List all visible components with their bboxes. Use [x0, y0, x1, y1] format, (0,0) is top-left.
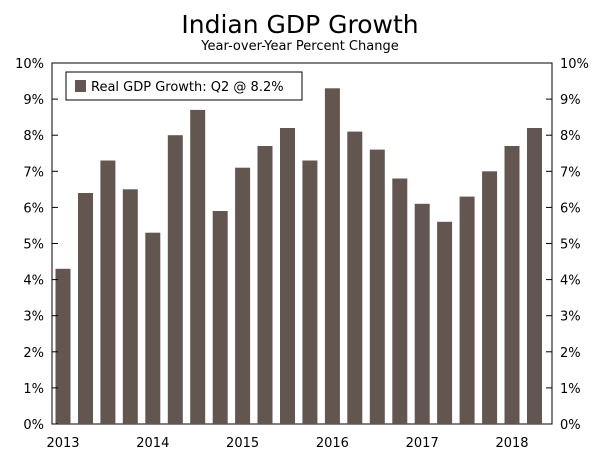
bar-2015-q3 [280, 128, 295, 424]
y-tick-label-left: 6% [23, 201, 44, 216]
y-tick-label-left: 0% [23, 418, 44, 433]
y-tick-label-left: 10% [15, 57, 44, 72]
bar-2014-q4 [212, 211, 228, 424]
bar-2013-q4 [122, 189, 138, 424]
y-tick-label-left: 2% [23, 346, 44, 361]
bar-2014-q3 [190, 109, 206, 425]
y-tick-label-left: 4% [23, 274, 44, 289]
y-tick-label-right: 8% [560, 129, 581, 144]
x-tick-label: 2015 [226, 436, 259, 451]
bar-2014-q2 [167, 135, 183, 424]
bar-2018-q2 [527, 128, 542, 424]
y-tick-label-right: 10% [560, 57, 589, 72]
bar-2013-q1 [55, 268, 71, 424]
bar-2014-q1 [145, 232, 161, 424]
y-tick-label-right: 6% [560, 201, 581, 216]
y-tick-label-right: 1% [560, 382, 581, 397]
bar-2017-q1 [414, 203, 430, 424]
bar-2016-q4 [392, 178, 408, 424]
x-tick-label: 2017 [406, 436, 439, 451]
legend-label: Real GDP Growth: Q2 @ 8.2% [91, 80, 284, 95]
x-tick-label: 2013 [46, 436, 79, 451]
bar-2013-q2 [78, 193, 93, 424]
x-tick-label: 2014 [136, 436, 169, 451]
y-tick-label-left: 8% [23, 129, 44, 144]
legend: Real GDP Growth: Q2 @ 8.2% [65, 71, 303, 101]
y-tick-label-right: 4% [560, 274, 581, 289]
y-tick-label-left: 1% [23, 382, 44, 397]
legend-swatch [75, 80, 86, 92]
bar-2013-q3 [100, 160, 116, 424]
y-tick-label-right: 2% [560, 346, 581, 361]
legend-box [65, 71, 303, 101]
bar-2016-q1 [324, 88, 340, 425]
bar-2016-q2 [347, 131, 363, 424]
y-tick-label-left: 7% [23, 165, 44, 180]
x-tick-label: 2018 [495, 436, 528, 451]
bar-2015-q1 [235, 167, 251, 424]
bar-2017-q2 [437, 221, 453, 424]
y-tick-label-left: 3% [23, 310, 44, 325]
bar-2016-q3 [369, 149, 385, 424]
y-tick-label-right: 9% [560, 93, 581, 108]
y-tick-label-right: 3% [560, 310, 581, 325]
y-tick-label-right: 0% [560, 418, 581, 433]
y-tick-label-right: 7% [560, 165, 581, 180]
y-tick-label-left: 5% [23, 238, 44, 253]
x-tick-label: 2016 [316, 436, 349, 451]
bar-2018-q1 [504, 146, 520, 424]
y-tick-label-left: 9% [23, 93, 44, 108]
bar-2015-q2 [257, 146, 273, 424]
bar-2017-q3 [459, 196, 475, 424]
y-tick-label-right: 5% [560, 238, 581, 253]
chart-subtitle: Year-over-Year Percent Change [201, 39, 399, 54]
chart-title: Indian GDP Growth [181, 10, 419, 39]
bar-2015-q4 [302, 160, 318, 424]
bar-2017-q4 [482, 171, 498, 424]
